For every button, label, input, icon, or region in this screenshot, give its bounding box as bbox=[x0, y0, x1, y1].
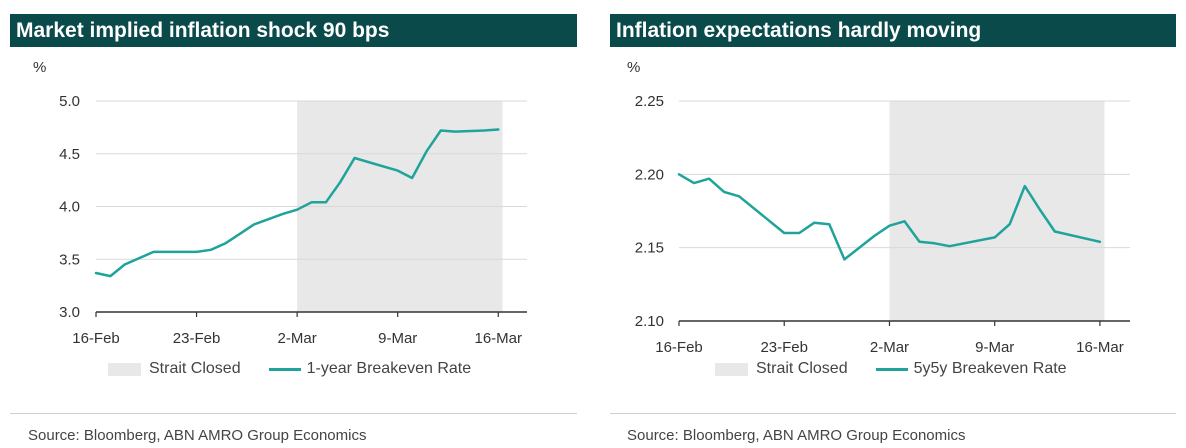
legend: Strait Closed 1-year Breakeven Rate bbox=[108, 359, 471, 379]
x-tick-label: 23-Feb bbox=[173, 330, 221, 347]
y-tick-label: 5.0 bbox=[59, 93, 80, 110]
legend-line-label: 1-year Breakeven Rate bbox=[306, 360, 472, 377]
x-tick-label: 2-Mar bbox=[278, 330, 317, 347]
y-tick-label: 2.15 bbox=[635, 240, 664, 257]
x-tick-label: 16-Feb bbox=[655, 339, 703, 356]
x-tick-label: 9-Mar bbox=[378, 330, 417, 347]
legend-line-swatch bbox=[268, 367, 301, 371]
y-tick-label: 3.0 bbox=[59, 304, 80, 321]
divider bbox=[10, 413, 577, 414]
chart-panel-left: Market implied inflation shock 90 bps % … bbox=[0, 0, 590, 448]
y-tick-label: 4.5 bbox=[59, 146, 80, 163]
x-tick-label: 16-Mar bbox=[475, 330, 523, 347]
y-tick-label: 2.20 bbox=[635, 166, 664, 183]
y-axis-unit: % bbox=[627, 59, 641, 76]
divider bbox=[610, 413, 1176, 414]
legend-shade-label: Strait Closed bbox=[756, 360, 848, 377]
shaded-region-strait-closed bbox=[889, 101, 1105, 321]
x-tick-label: 2-Mar bbox=[870, 339, 909, 356]
legend-line-label: 5y5y Breakeven Rate bbox=[913, 360, 1067, 377]
legend-shade-swatch bbox=[715, 362, 748, 376]
y-tick-label: 4.0 bbox=[59, 199, 80, 216]
y-tick-label: 2.25 bbox=[635, 93, 664, 110]
line-chart-1y-breakeven: 3.0 3.5 4.0 4.5 5.0 16-Feb 23-Feb 2-Mar 9-Mar 16-… bbox=[59, 93, 527, 347]
series-line bbox=[677, 173, 1102, 261]
y-axis-unit: % bbox=[33, 59, 47, 76]
x-tick-label: 9-Mar bbox=[975, 339, 1014, 356]
chart-title: Market implied inflation shock 90 bps bbox=[10, 14, 577, 47]
legend-shade-swatch bbox=[108, 362, 141, 376]
x-tick-label: 23-Feb bbox=[760, 339, 808, 356]
y-tick-label: 3.5 bbox=[59, 251, 80, 268]
chart-title: Inflation expectations hardly moving bbox=[610, 14, 1176, 47]
source-note: Source: Bloomberg, ABN AMRO Group Econom… bbox=[627, 427, 966, 444]
line-chart-5y5y-breakeven: 2.10 2.15 2.20 2.25 16-Feb 23-Feb 2-Mar 9-Mar 16… bbox=[635, 93, 1130, 356]
legend-shade-label: Strait Closed bbox=[149, 360, 241, 377]
x-tick-label: 16-Mar bbox=[1076, 339, 1124, 356]
legend: Strait Closed 5y5y Breakeven Rate bbox=[715, 359, 1067, 379]
series-line bbox=[94, 128, 500, 278]
chart-panel-right: Inflation expectations hardly moving % 2… bbox=[600, 0, 1186, 448]
legend-line-swatch bbox=[875, 367, 908, 371]
x-tick-label: 16-Feb bbox=[72, 330, 120, 347]
y-tick-label: 2.10 bbox=[635, 313, 664, 330]
source-note: Source: Bloomberg, ABN AMRO Group Econom… bbox=[28, 427, 367, 444]
